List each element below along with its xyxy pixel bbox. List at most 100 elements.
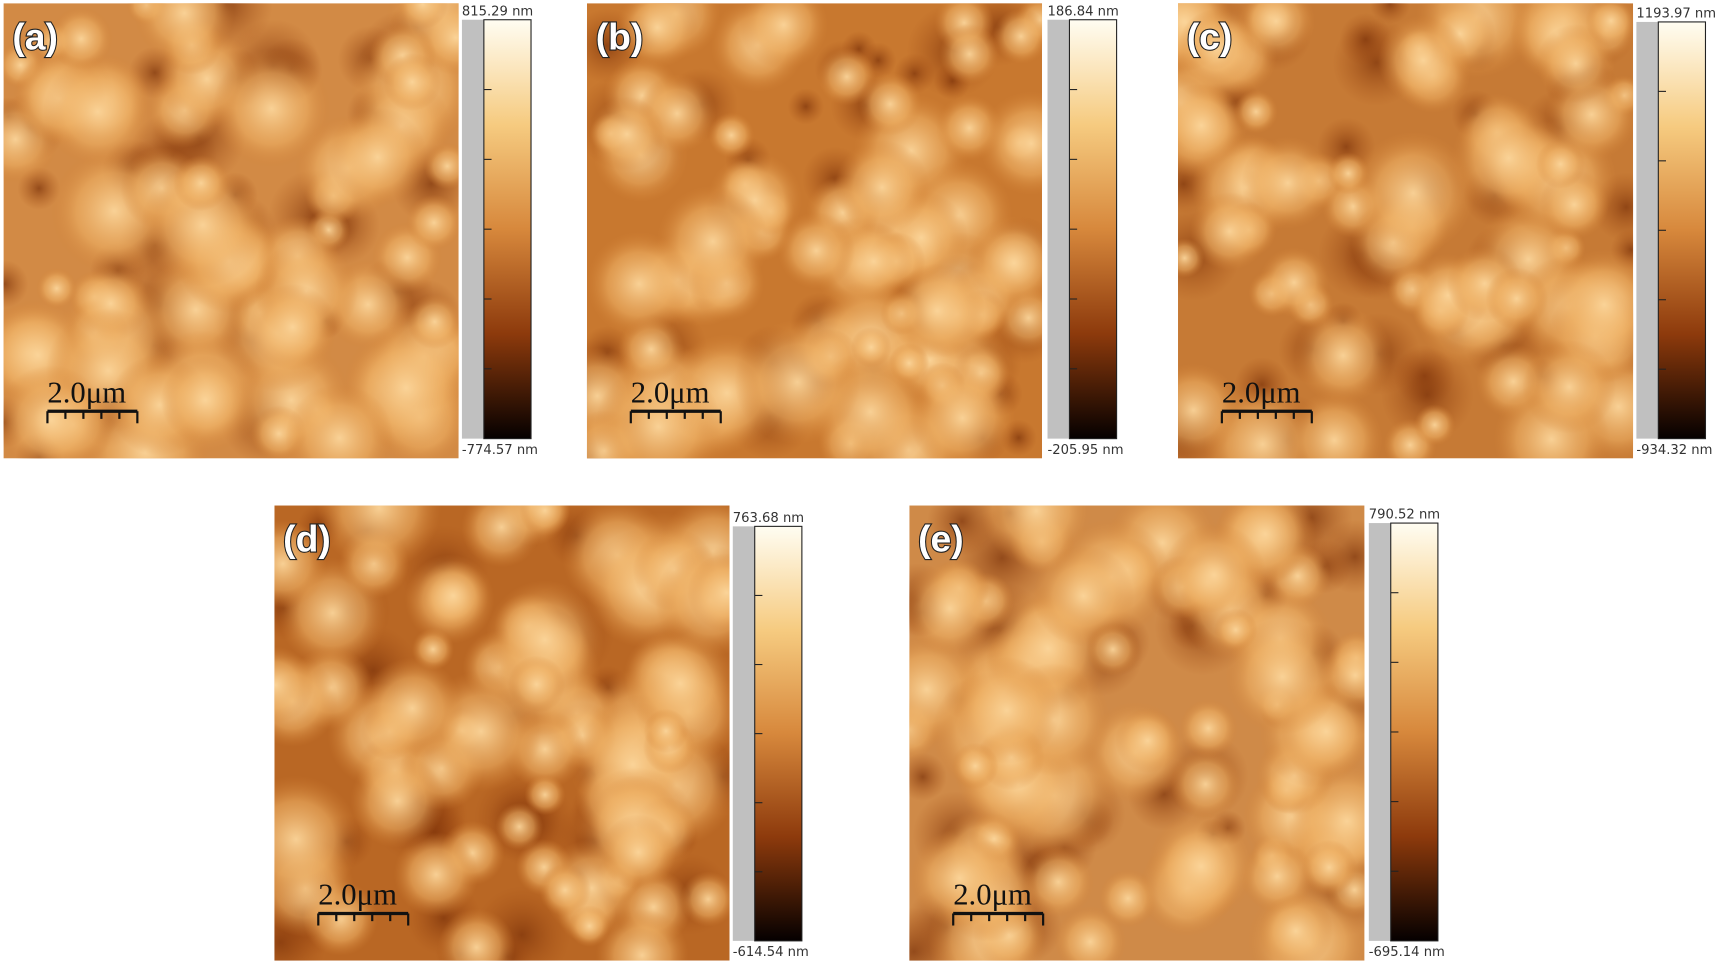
colorbar-frame — [461, 19, 484, 439]
grain — [1414, 404, 1456, 446]
colorbar-max: 763.68 nm — [733, 511, 804, 526]
panel: (d) 2.0μm 763.68 nm -614.54 nm — [274, 505, 809, 961]
panel: (b) 2.0μm 186.84 nm -205.95 nm — [586, 3, 1124, 459]
grain — [1535, 139, 1586, 189]
afm-image — [1178, 3, 1634, 459]
shadow — [927, 505, 998, 557]
grain — [1224, 618, 1341, 735]
afm-image — [3, 3, 459, 459]
grain — [212, 49, 331, 168]
grain — [393, 832, 479, 917]
colorbar — [754, 525, 803, 942]
grain — [568, 905, 611, 947]
grain — [1178, 83, 1244, 168]
grain — [507, 655, 566, 714]
colorbar-min: -934.32 nm — [1636, 443, 1712, 458]
afm-image — [909, 505, 1365, 961]
grain — [141, 163, 265, 287]
grain — [417, 560, 489, 632]
colorbar-min: -614.54 nm — [733, 945, 809, 960]
grain — [1548, 248, 1634, 361]
grain — [285, 383, 394, 459]
grain — [858, 72, 922, 136]
grain — [1190, 192, 1269, 271]
grain — [173, 155, 230, 212]
grain — [1162, 522, 1267, 627]
grain — [495, 802, 544, 851]
colorbar-max: 1193.97 nm — [1636, 7, 1716, 22]
colorbar-min: -205.95 nm — [1048, 443, 1124, 458]
grain — [908, 364, 1016, 459]
scale-bar-label: 2.0μm — [318, 878, 397, 912]
grain — [407, 294, 459, 350]
grain — [1179, 699, 1238, 758]
grain — [1054, 906, 1126, 961]
grain — [1022, 846, 1094, 918]
afm-image — [274, 505, 730, 961]
grain — [909, 828, 1010, 928]
scale-bar-label: 2.0μm — [47, 375, 126, 409]
panel-label: (a) — [12, 15, 58, 57]
grain — [1115, 708, 1180, 774]
grain — [1285, 391, 1384, 459]
scale-bar-label: 2.0μm — [1222, 375, 1301, 409]
grain — [274, 775, 360, 903]
colorbar-max: 790.52 nm — [1369, 508, 1440, 523]
scale-bar-label: 2.0μm — [953, 878, 1032, 912]
grain — [1522, 339, 1617, 434]
panel-label: (c) — [1187, 15, 1233, 57]
grain — [777, 211, 856, 290]
grain — [643, 708, 689, 754]
grain — [739, 3, 829, 70]
colorbar-max: 186.84 nm — [1048, 4, 1119, 19]
grain — [909, 561, 998, 656]
colorbar-frame — [732, 526, 755, 941]
colorbar — [1657, 21, 1707, 440]
grain — [519, 505, 571, 537]
grain — [939, 23, 1000, 85]
grain — [1146, 811, 1256, 921]
colorbar-frame — [1368, 523, 1391, 941]
grain — [1258, 247, 1330, 318]
grain — [1170, 749, 1241, 820]
grain — [834, 140, 930, 235]
grain — [1536, 24, 1616, 104]
grain — [361, 657, 464, 760]
shadow — [787, 88, 825, 125]
grain — [1236, 3, 1316, 61]
panel-label: (d) — [283, 518, 331, 560]
shadow — [909, 752, 947, 802]
grain — [600, 814, 677, 891]
grain — [1086, 623, 1140, 676]
panel: (a) 2.0μm 815.29 nm -774.57 nm — [3, 3, 538, 459]
grain — [1032, 545, 1135, 647]
grain — [249, 283, 336, 371]
grain — [406, 194, 459, 251]
grain — [1234, 89, 1278, 134]
grain — [616, 3, 699, 69]
grain — [274, 519, 328, 608]
grain — [589, 96, 665, 172]
grain — [1485, 267, 1548, 330]
grain — [734, 319, 861, 445]
grain — [160, 355, 250, 445]
grain — [586, 231, 692, 337]
grain — [383, 52, 442, 112]
grain — [1294, 306, 1392, 405]
grain — [1301, 839, 1357, 895]
colorbar — [1390, 522, 1439, 942]
grain — [49, 7, 113, 71]
grain — [966, 216, 1043, 311]
afm-image — [586, 3, 1043, 459]
grain — [889, 263, 985, 359]
colorbar-max: 815.29 nm — [462, 4, 533, 19]
shadow — [3, 259, 29, 309]
grain — [397, 3, 449, 30]
colorbar-frame — [1636, 21, 1659, 439]
grain — [43, 56, 153, 167]
grain — [1585, 3, 1634, 47]
colorbar-min: -774.57 nm — [462, 443, 538, 458]
grain — [1258, 893, 1334, 961]
grain — [350, 753, 445, 849]
